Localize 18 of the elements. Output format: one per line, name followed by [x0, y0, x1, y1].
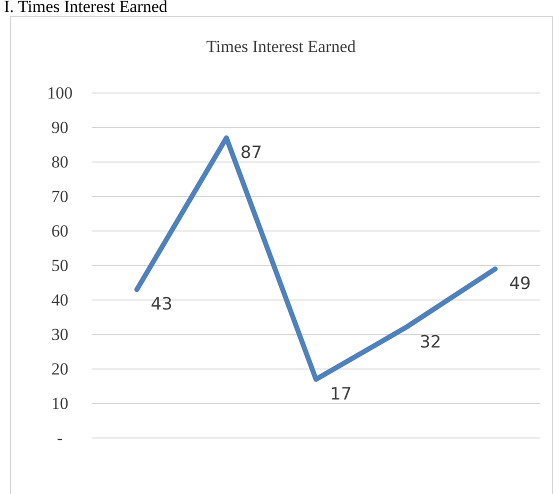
y-tick-label: 90: [51, 118, 68, 137]
chart-title: Times Interest Earned: [206, 37, 356, 56]
data-label: 32: [420, 332, 442, 353]
y-tick-label: 30: [51, 324, 68, 344]
text: I. Times Interest Earned: [4, 0, 168, 16]
y-tick-label: 40: [51, 290, 68, 310]
y-tick-label: 80: [51, 152, 68, 172]
y-tick-label: -: [56, 428, 63, 448]
y-tick-label: 50: [51, 256, 68, 275]
y-tick-label: 20: [51, 359, 68, 378]
data-label: 17: [330, 384, 352, 404]
data-label: 43: [150, 294, 172, 315]
data-label: 87: [240, 142, 262, 163]
y-tick-label: 10: [51, 394, 68, 413]
y-tick-label: 70: [51, 186, 68, 206]
y-tick-label: 60: [51, 221, 68, 240]
data-label: 49: [509, 274, 531, 294]
y-tick-label: 100: [47, 83, 73, 102]
